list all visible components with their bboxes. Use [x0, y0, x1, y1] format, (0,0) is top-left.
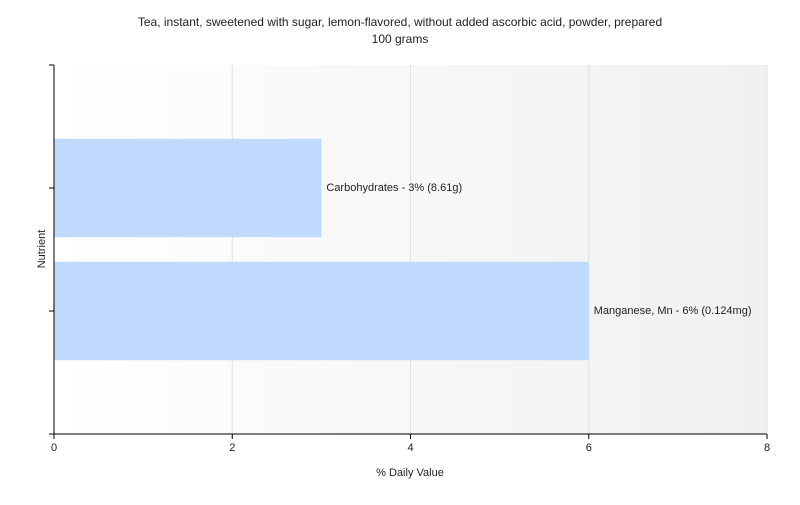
data-label: Manganese, Mn - 6% (0.124mg) [594, 305, 752, 317]
bar [54, 261, 589, 361]
x-tick-label: 4 [407, 442, 413, 454]
x-tick-label: 2 [229, 442, 235, 454]
x-axis-label: % Daily Value [376, 467, 444, 479]
y-axis-label: Nutrient [36, 230, 48, 269]
data-label: Carbohydrates - 3% (8.61g) [326, 182, 462, 194]
bar [54, 138, 322, 238]
x-tick-label: 8 [764, 442, 770, 454]
x-tick-label: 6 [586, 442, 592, 454]
chart-subtitle: 100 grams [372, 32, 429, 46]
chart-title: Tea, instant, sweetened with sugar, lemo… [138, 15, 662, 29]
x-tick-label: 0 [51, 442, 57, 454]
